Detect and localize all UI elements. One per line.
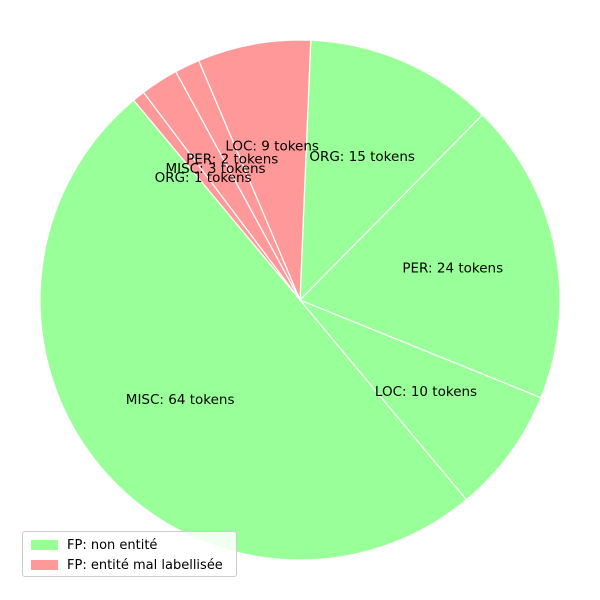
pie-slice-per-24-tokens bbox=[298, 113, 561, 399]
legend: FP: non entité FP: entité mal labellisée bbox=[22, 531, 237, 577]
slice-label-org-1-tokens: ORG: 1 tokens bbox=[155, 170, 252, 186]
slice-label-org-15-tokens: ORG: 15 tokens bbox=[309, 149, 415, 165]
slice-label-loc-10-tokens: LOC: 10 tokens bbox=[375, 384, 477, 400]
legend-entry-non-entite: FP: non entité bbox=[31, 537, 157, 553]
legend-label-non-entite: FP: non entité bbox=[67, 537, 158, 553]
slice-label-misc-64-tokens: MISC: 64 tokens bbox=[126, 392, 235, 408]
legend-swatch-mal-labellisee bbox=[31, 560, 58, 570]
pie-slice-misc-64-tokens bbox=[39, 99, 468, 561]
pie-slice-loc-9-tokens bbox=[197, 39, 312, 301]
legend-entry-mal-labellisee: FP: entité mal labellisée bbox=[31, 557, 223, 573]
slice-label-loc-9-tokens: LOC: 9 tokens bbox=[225, 139, 319, 155]
slice-label-per-24-tokens: PER: 24 tokens bbox=[402, 260, 503, 276]
pie-slice-org-15-tokens bbox=[299, 39, 484, 302]
slice-label-misc-3-tokens: MISC: 3 tokens bbox=[165, 161, 265, 177]
pie-slice-misc-3-tokens bbox=[142, 70, 301, 301]
legend-label-mal-labellisee: FP: entité mal labellisée bbox=[67, 557, 223, 573]
legend-swatch-non-entite bbox=[31, 540, 58, 550]
slice-label-per-2-tokens: PER: 2 tokens bbox=[186, 151, 278, 167]
pie-slice-loc-10-tokens bbox=[299, 299, 542, 501]
